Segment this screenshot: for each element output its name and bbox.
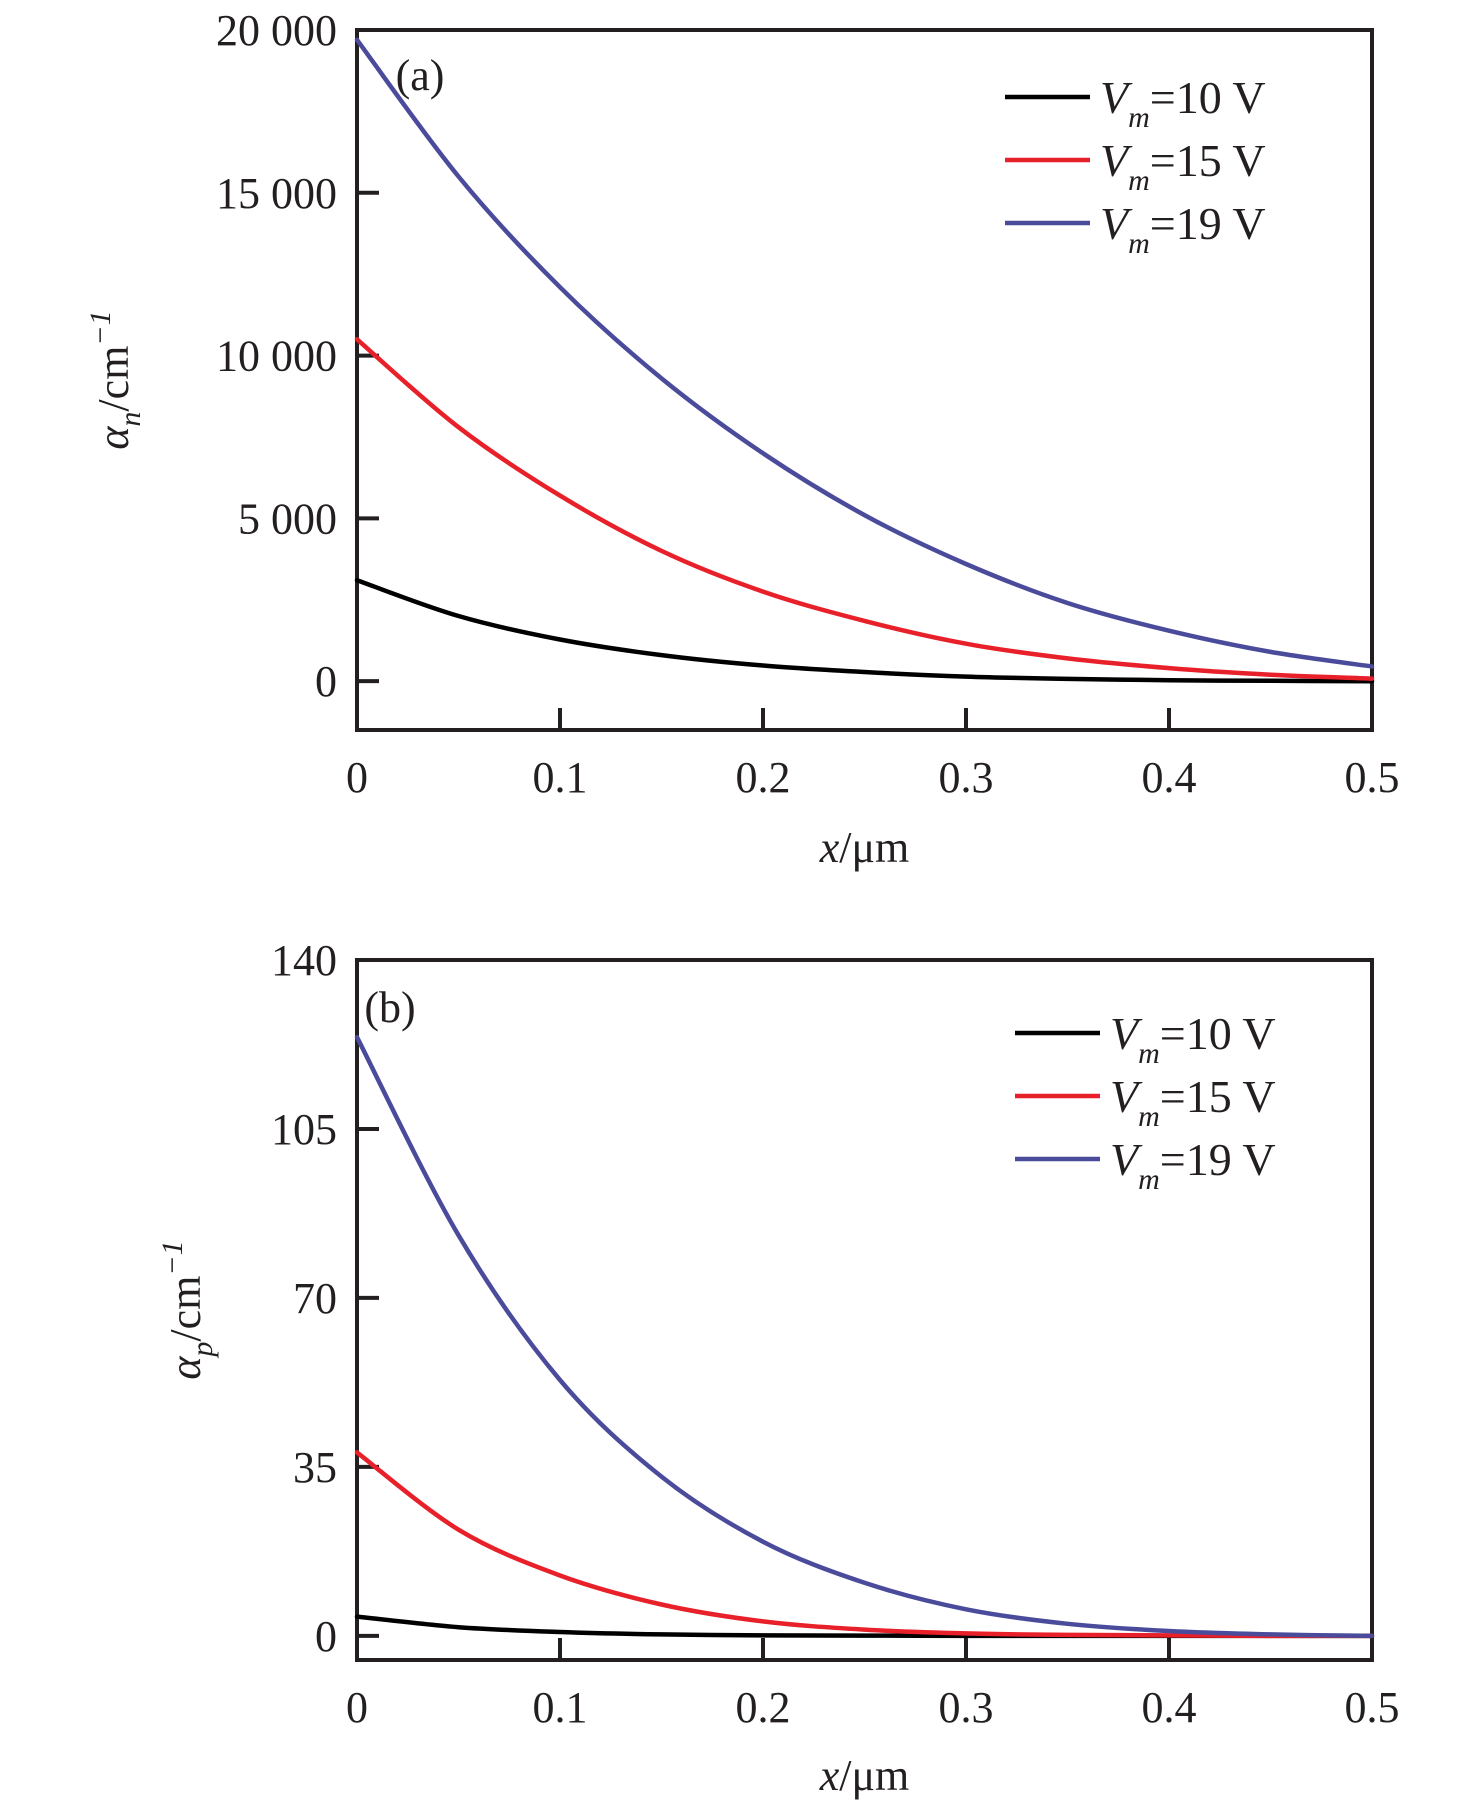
y-tick-label: 10 000 [216,332,337,381]
series-line-1 [354,337,1375,681]
legend-label-0: Vm=10 V [1110,1008,1276,1070]
y-axis-label-sup: −1 [84,310,117,345]
x-tick-label: 0.1 [533,1683,588,1732]
y-axis-label: αp/cm−1 [156,1240,219,1379]
series-line-2 [354,1034,1375,1639]
panel-label: (a) [396,51,445,100]
legend-text: =10 V [1150,72,1266,123]
x-axis-label-var: x [819,1751,840,1800]
legend-var: V [1100,198,1133,249]
legend-var: V [1100,135,1133,186]
x-tick-label: 0.5 [1345,1683,1400,1732]
legend-label-1: Vm=15 V [1110,1071,1276,1133]
x-tick-label: 0.4 [1142,1683,1197,1732]
x-axis-label: x/μm [819,823,910,872]
legend-var: V [1100,72,1133,123]
y-axis-label-sub: n [114,412,147,427]
y-axis-label-sub: p [186,1342,219,1359]
chart-panel-a: 0 5 000 10 000 15 000 20 000 0 0.1 0.2 0.3 0.4 0.5… [84,6,1400,872]
y-tick-label: 70 [293,1274,337,1323]
legend-sub: m [1128,227,1150,260]
y-axis-label-unit: /cm [161,1276,210,1342]
legend-sub: m [1128,101,1150,134]
legend-sub: m [1138,1037,1160,1070]
x-tick-label: 0 [346,753,368,802]
y-axis-label-unit: /cm [89,346,138,412]
x-axis-label: x/μm [819,1751,910,1800]
legend-var: V [1110,1071,1143,1122]
legend-label-0: Vm=10 V [1100,72,1266,134]
legend-text: =19 V [1160,1134,1276,1185]
y-tick-label: 20 000 [216,6,337,55]
x-tick-label: 0 [346,1683,368,1732]
legend-text: =15 V [1160,1071,1276,1122]
x-tick-label: 0.4 [1142,753,1197,802]
plot-frame [355,28,1374,732]
series-line-1 [354,1450,1375,1639]
legend-sub: m [1138,1100,1160,1133]
x-axis-label-unit: /μm [839,1751,909,1800]
x-tick-label: 0.2 [736,753,791,802]
x-tick-label: 0.5 [1345,753,1400,802]
legend-text: =19 V [1150,198,1266,249]
legend-label-1: Vm=15 V [1100,135,1266,197]
legend-sub: m [1128,164,1150,197]
x-tick-label: 0.3 [939,1683,994,1732]
y-tick-label: 5 000 [238,494,337,543]
legend-label-2: Vm=19 V [1100,198,1266,260]
plot-frame [355,958,1374,1662]
legend-text: =15 V [1150,135,1266,186]
y-tick-label: 15 000 [216,169,337,218]
x-axis-label-unit: /μm [839,823,909,872]
legend-sub: m [1138,1163,1160,1196]
y-tick-label: 140 [271,936,337,985]
y-tick-label: 0 [315,657,337,706]
chart-panel-b: 0 35 70 105 140 0 0.1 0.2 0.3 0.4 0.5 x/μm αp/cm−1 (b… [156,936,1400,1800]
x-axis-label-var: x [819,823,840,872]
series-line-0 [354,577,1375,684]
y-axis-label-sup: −1 [156,1240,189,1275]
y-tick-label: 0 [315,1612,337,1661]
y-tick-label: 35 [293,1443,337,1492]
legend-var: V [1110,1008,1143,1059]
legend-label-2: Vm=19 V [1110,1134,1276,1196]
y-axis-label: αn/cm−1 [84,310,147,449]
series-line-2 [354,37,1375,669]
y-axis-label-var: α [89,426,138,450]
x-tick-label: 0.1 [533,753,588,802]
legend-var: V [1110,1134,1143,1185]
y-axis-label-var: α [161,1356,210,1380]
y-tick-label: 105 [271,1105,337,1154]
legend-text: =10 V [1160,1008,1276,1059]
x-tick-label: 0.2 [736,1683,791,1732]
panel-label: (b) [364,983,415,1032]
x-tick-label: 0.3 [939,753,994,802]
